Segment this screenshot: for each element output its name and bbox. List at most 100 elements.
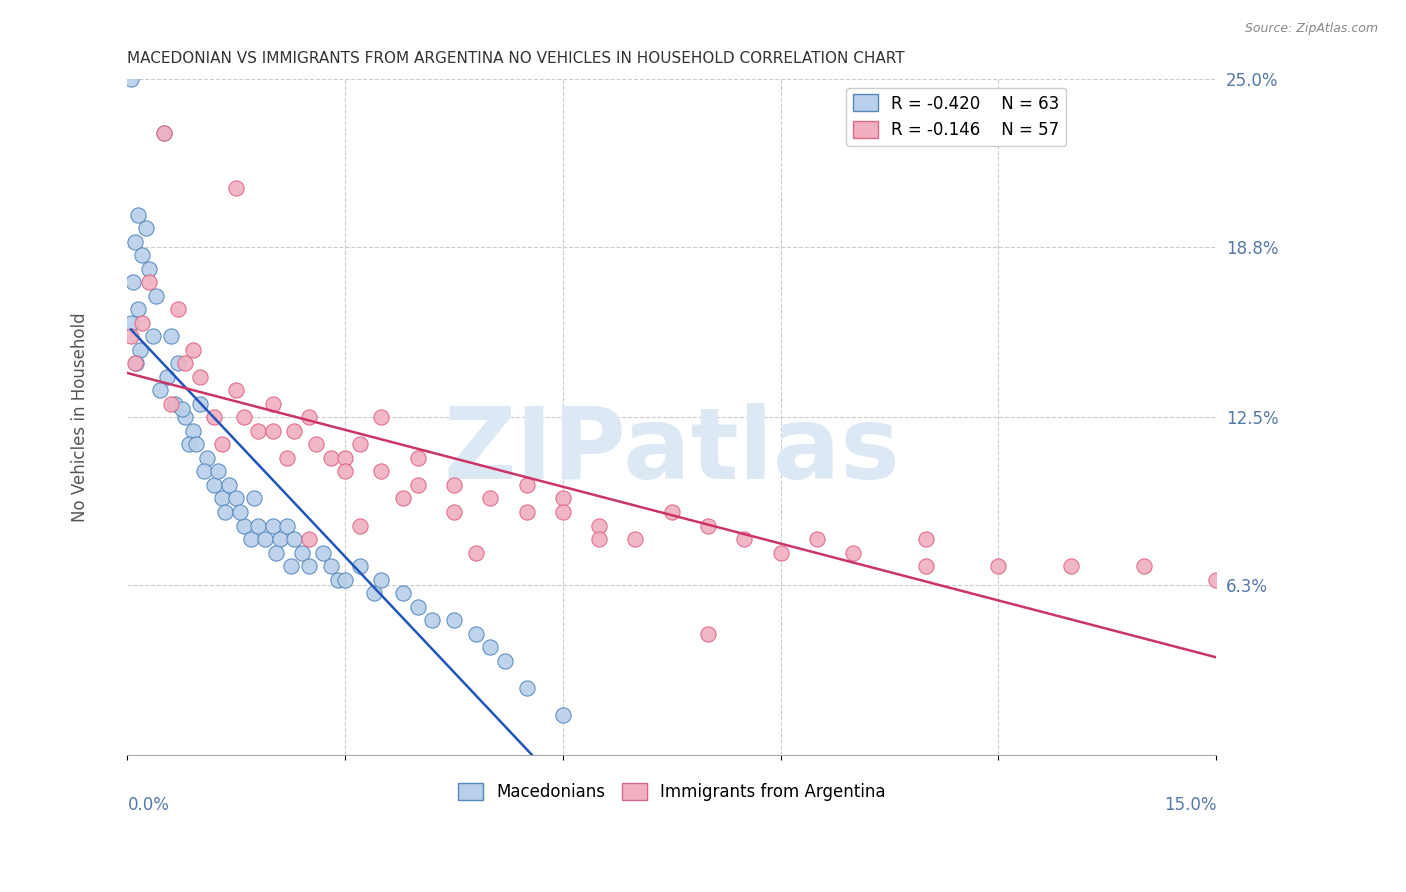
Point xyxy=(142,329,165,343)
Point xyxy=(319,450,342,465)
Point xyxy=(131,248,153,262)
Point xyxy=(120,329,142,343)
Point xyxy=(160,329,183,343)
Point xyxy=(269,532,291,546)
Point xyxy=(349,437,371,451)
Point xyxy=(239,532,262,546)
Point xyxy=(149,384,172,398)
Point xyxy=(298,532,321,546)
Point xyxy=(283,424,305,438)
Point xyxy=(333,465,356,479)
Point xyxy=(464,626,486,640)
Point xyxy=(276,518,298,533)
Point xyxy=(551,505,574,519)
Point xyxy=(247,424,270,438)
Point xyxy=(516,478,538,492)
Point xyxy=(349,518,371,533)
Point xyxy=(225,180,247,194)
Point xyxy=(363,586,385,600)
Point xyxy=(129,343,152,357)
Point xyxy=(914,532,936,546)
Point xyxy=(443,478,465,492)
Point xyxy=(188,369,211,384)
Point xyxy=(211,491,233,506)
Point xyxy=(247,518,270,533)
Point xyxy=(193,465,215,479)
Point xyxy=(464,545,486,559)
Point xyxy=(120,316,142,330)
Point xyxy=(124,356,146,370)
Text: MACEDONIAN VS IMMIGRANTS FROM ARGENTINA NO VEHICLES IN HOUSEHOLD CORRELATION CHA: MACEDONIAN VS IMMIGRANTS FROM ARGENTINA … xyxy=(128,51,905,66)
Point xyxy=(167,302,190,317)
Point xyxy=(551,491,574,506)
Point xyxy=(135,221,157,235)
Point xyxy=(392,491,415,506)
Point xyxy=(697,518,720,533)
Point xyxy=(127,208,149,222)
Point xyxy=(232,410,254,425)
Point xyxy=(806,532,828,546)
Point xyxy=(1060,559,1083,574)
Point xyxy=(218,478,240,492)
Point xyxy=(326,573,349,587)
Point xyxy=(177,437,200,451)
Point xyxy=(181,343,204,357)
Point xyxy=(305,437,328,451)
Point xyxy=(160,397,183,411)
Point xyxy=(406,478,429,492)
Point xyxy=(733,532,755,546)
Point xyxy=(588,518,610,533)
Point xyxy=(207,465,229,479)
Point xyxy=(1132,559,1154,574)
Text: No Vehicles in Household: No Vehicles in Household xyxy=(72,312,89,522)
Point xyxy=(914,559,936,574)
Point xyxy=(138,275,160,289)
Point xyxy=(262,397,284,411)
Point xyxy=(167,356,190,370)
Point xyxy=(987,559,1010,574)
Point xyxy=(333,450,356,465)
Point xyxy=(319,559,342,574)
Point xyxy=(122,275,145,289)
Point xyxy=(842,545,865,559)
Point xyxy=(254,532,277,546)
Point xyxy=(370,410,392,425)
Point xyxy=(624,532,647,546)
Point xyxy=(243,491,266,506)
Point xyxy=(479,491,502,506)
Point xyxy=(204,410,226,425)
Point xyxy=(420,613,443,627)
Point xyxy=(264,545,287,559)
Point xyxy=(283,532,305,546)
Point xyxy=(370,573,392,587)
Point xyxy=(229,505,252,519)
Point xyxy=(588,532,610,546)
Point xyxy=(290,545,312,559)
Point xyxy=(124,235,146,249)
Point xyxy=(370,465,392,479)
Point xyxy=(443,613,465,627)
Point xyxy=(145,288,167,302)
Point xyxy=(298,410,321,425)
Point xyxy=(225,491,247,506)
Point xyxy=(170,402,193,417)
Point xyxy=(225,384,247,398)
Text: Source: ZipAtlas.com: Source: ZipAtlas.com xyxy=(1244,22,1378,36)
Point xyxy=(195,450,218,465)
Point xyxy=(211,437,233,451)
Point xyxy=(232,518,254,533)
Point xyxy=(392,586,415,600)
Legend: Macedonians, Immigrants from Argentina: Macedonians, Immigrants from Argentina xyxy=(451,776,893,808)
Point xyxy=(152,127,174,141)
Point xyxy=(551,707,574,722)
Point xyxy=(406,599,429,614)
Point xyxy=(516,505,538,519)
Point xyxy=(276,450,298,465)
Point xyxy=(152,127,174,141)
Point xyxy=(1205,573,1227,587)
Point xyxy=(186,437,208,451)
Point xyxy=(661,505,683,519)
Point xyxy=(174,410,197,425)
Text: 15.0%: 15.0% xyxy=(1164,796,1216,814)
Point xyxy=(516,681,538,695)
